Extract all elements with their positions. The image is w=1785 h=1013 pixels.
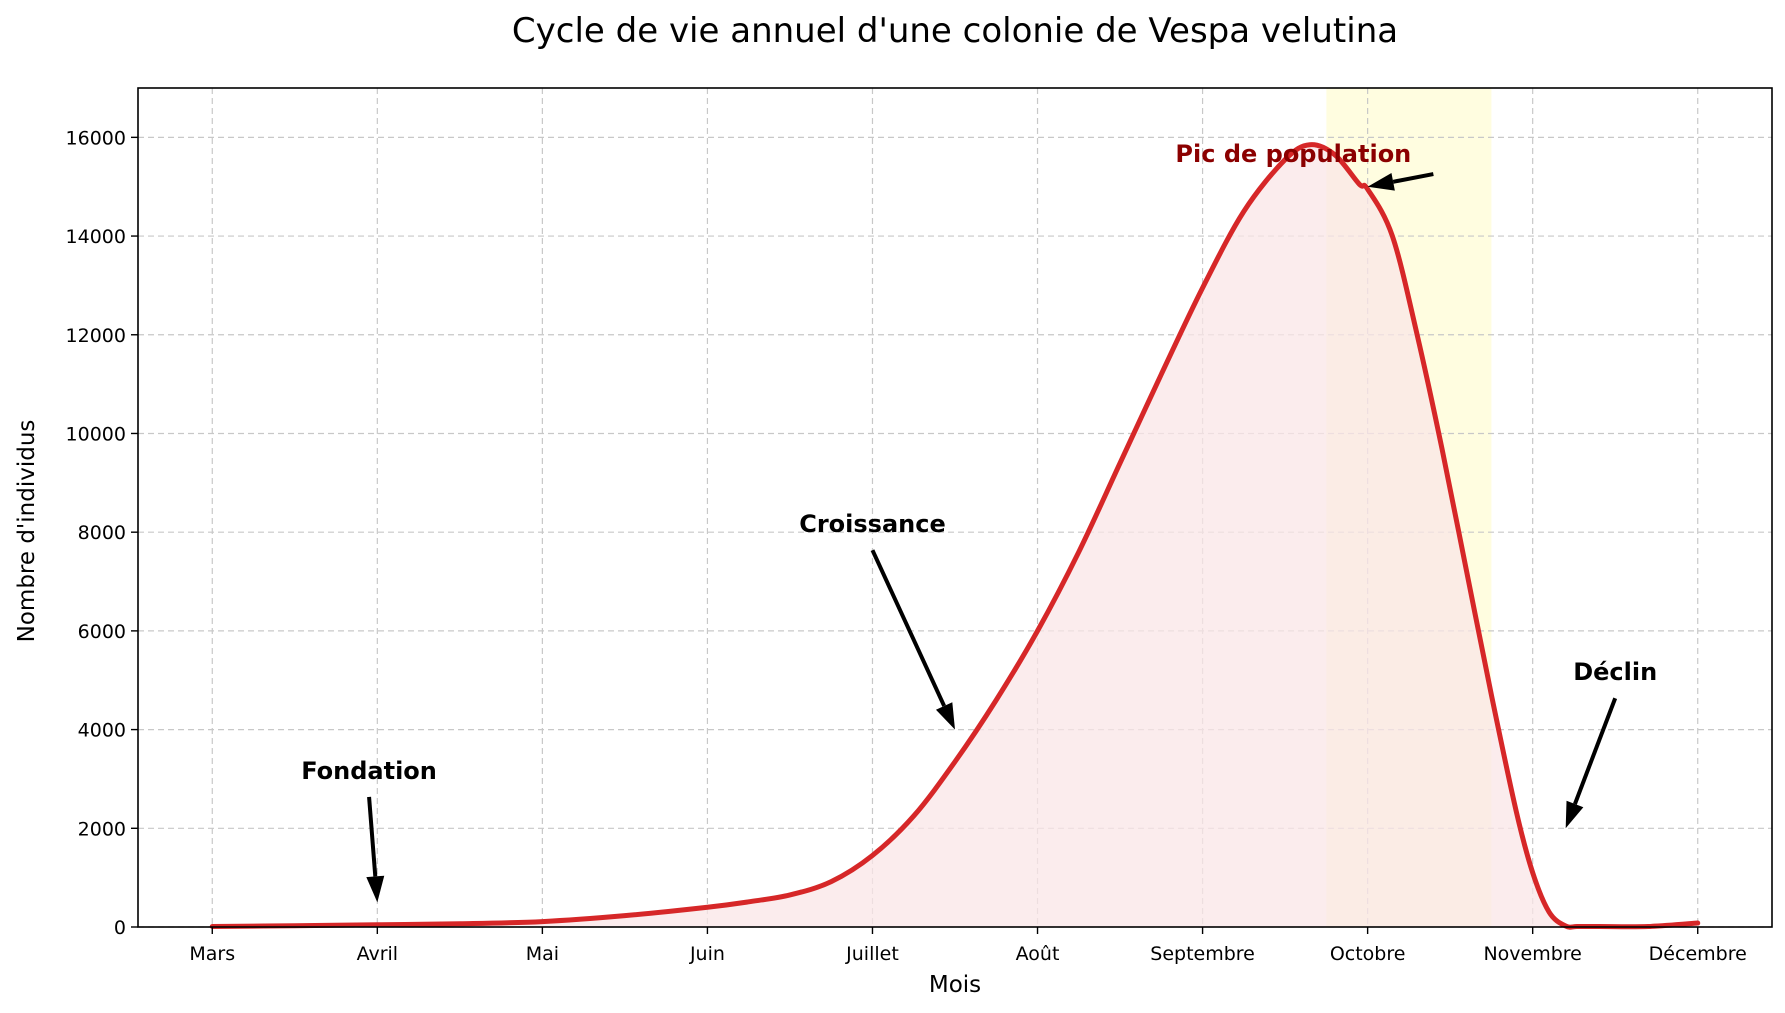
annotation-arrow-head [1367, 172, 1395, 191]
annotation-label: Déclin [1573, 658, 1657, 686]
chart-title: Cycle de vie annuel d'une colonie de Ves… [512, 11, 1398, 51]
y-tick-label: 2000 [78, 818, 126, 840]
annotation-label: Croissance [799, 510, 946, 538]
population-line [209, 142, 1701, 930]
population-area [212, 144, 1698, 928]
y-tick-label: 0 [114, 917, 126, 939]
y-tick-label: 14000 [66, 226, 126, 248]
x-tick-label: Avril [357, 943, 399, 965]
x-tick-label: Mars [189, 943, 235, 965]
annotation-label: Pic de population [1175, 140, 1411, 168]
annotation-arrow-shaft [870, 549, 946, 707]
annotation-arrow-head [935, 702, 955, 730]
area-layer [212, 144, 1698, 928]
x-tick-label: Juillet [845, 943, 899, 965]
annotation-arrow-shaft [367, 796, 378, 877]
y-tick-label: 8000 [78, 522, 126, 544]
x-tick-label: Juin [689, 943, 725, 965]
y-tick-label: 4000 [78, 720, 126, 742]
y-ticks: 0 2000 4000 6000 8000 10000 12000 14000 16000 [66, 127, 138, 939]
annotation-label: Fondation [301, 757, 437, 785]
x-tick-label: Mai [526, 943, 559, 965]
annotation-arrow-shaft [1573, 697, 1618, 805]
x-tick-label: Octobre [1330, 943, 1406, 965]
annotation-arrow-shaft [1392, 172, 1434, 184]
y-tick-label: 12000 [66, 325, 126, 347]
plot-frame [137, 87, 1773, 928]
annotation-arrow-head [1565, 800, 1584, 829]
y-tick-label: 10000 [66, 423, 126, 445]
x-tick-label: Novembre [1483, 943, 1581, 965]
y-tick-label: 16000 [66, 127, 126, 149]
x-tick-label: Août [1016, 943, 1060, 965]
line-layer [209, 142, 1701, 930]
y-axis-label: Nombre d'individus [14, 420, 40, 643]
x-ticks: Mars Avril Mai Juin Juillet Août Septembre Octo… [189, 927, 1747, 965]
annotation-arrow-head [366, 875, 385, 903]
x-axis-label: Mois [929, 972, 981, 998]
x-tick-label: Décembre [1649, 943, 1747, 965]
x-tick-label: Septembre [1150, 943, 1255, 965]
annotations: Fondation Croissance Pic de population Décl… [301, 140, 1657, 903]
y-tick-label: 6000 [78, 621, 126, 643]
